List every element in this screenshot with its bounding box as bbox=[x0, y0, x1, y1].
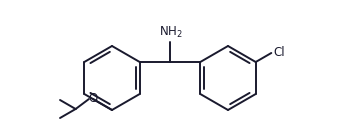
Text: Cl: Cl bbox=[273, 47, 285, 60]
Text: O: O bbox=[88, 92, 98, 106]
Text: NH$_2$: NH$_2$ bbox=[159, 25, 183, 40]
